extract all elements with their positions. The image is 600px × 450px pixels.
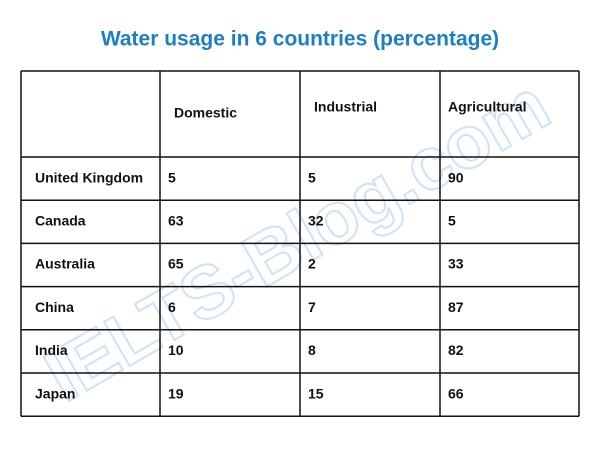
table-cell: 82 xyxy=(448,342,464,358)
title: Water usage in 6 countries (percentage) xyxy=(101,28,499,51)
column-header: Industrial xyxy=(314,99,377,115)
row-header: Japan xyxy=(35,385,75,401)
table: Domestic Industrial Agricultural United Kin… xyxy=(35,99,527,402)
row-header: United Kingdom xyxy=(35,169,143,185)
table-cell: 5 xyxy=(168,169,176,185)
table-cell: 6 xyxy=(168,299,176,315)
table-cell: 90 xyxy=(448,169,464,185)
table-grid xyxy=(20,70,580,417)
table-cell: 2 xyxy=(308,256,316,272)
table-cell: 8 xyxy=(308,342,316,358)
row-header: Canada xyxy=(35,213,86,229)
table-cell: 87 xyxy=(448,299,464,315)
table-cell: 19 xyxy=(168,385,184,401)
row-header: Australia xyxy=(35,256,95,272)
table-cell: 33 xyxy=(448,256,464,272)
row-header: China xyxy=(35,299,74,315)
table-cell: 65 xyxy=(168,256,184,272)
column-header: Domestic xyxy=(174,105,237,121)
table-cell: 63 xyxy=(168,213,184,229)
watermark: IELTS-Blog.com xyxy=(31,62,563,417)
table-cell: 66 xyxy=(448,385,464,401)
row-header: India xyxy=(35,342,68,358)
table-cell: 10 xyxy=(168,342,184,358)
table-cell: 15 xyxy=(308,385,324,401)
table-cell: 7 xyxy=(308,299,316,315)
table-cell: 32 xyxy=(308,213,324,229)
table-cell: 5 xyxy=(448,213,456,229)
column-header: Agricultural xyxy=(448,99,527,115)
table-cell: 5 xyxy=(308,169,316,185)
